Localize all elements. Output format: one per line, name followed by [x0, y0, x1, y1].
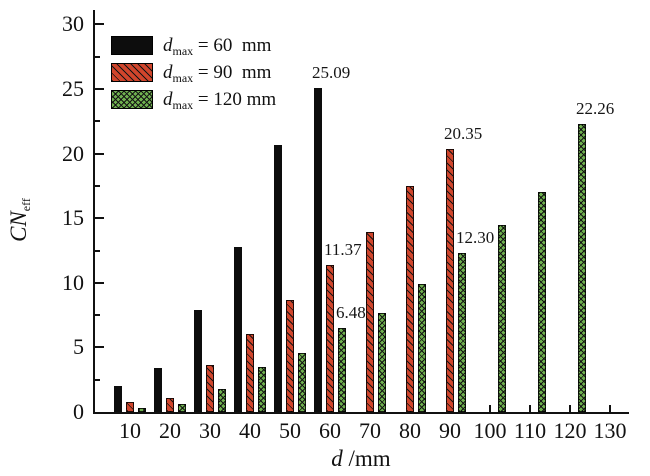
bar-value-label: 20.35 — [444, 124, 483, 143]
bar-series-2-d70 — [366, 232, 374, 412]
y-tick-label: 5 — [73, 334, 84, 360]
y-tick-label: 15 — [62, 205, 84, 231]
x-axis-line — [93, 412, 629, 414]
y-tick-label: 20 — [62, 140, 84, 166]
legend-swatch-2 — [111, 63, 153, 82]
legend-swatch-3 — [111, 90, 153, 109]
x-tick-label: 100 — [473, 418, 507, 443]
x-tick-label: 110 — [513, 418, 547, 443]
y-tick-label: 30 — [62, 11, 84, 37]
legend-row-1: dmax = 60 mm — [111, 35, 272, 58]
bar-series-1-d50 — [274, 145, 282, 412]
x-tick — [529, 405, 531, 412]
y-major-tick — [95, 346, 104, 349]
bar-series-1-d30 — [194, 310, 202, 412]
bar-value-label: 25.09 — [312, 63, 351, 82]
y-axis-line — [93, 10, 95, 414]
bar-series-2-d20 — [166, 398, 174, 412]
bar-series-2-d30 — [206, 365, 214, 412]
bar-series-3-d10 — [138, 408, 146, 412]
y-axis-title: CNeff — [6, 198, 33, 242]
y-minor-tick — [95, 249, 100, 252]
x-tick-label: 10 — [119, 418, 141, 443]
bar-series-3-d100 — [498, 225, 506, 412]
bar-series-2-d80 — [406, 186, 414, 412]
y-tick-label: 10 — [62, 269, 84, 295]
bar-series-3-d60 — [338, 328, 346, 412]
bar-series-3-d120 — [578, 124, 586, 412]
legend-swatch-1 — [111, 36, 153, 55]
bar-series-3-d30 — [218, 389, 226, 412]
x-tick — [569, 405, 571, 412]
bar-series-2-d40 — [246, 334, 254, 412]
y-major-tick — [95, 217, 104, 220]
bar-series-3-d70 — [378, 313, 386, 412]
x-tick-label: 70 — [359, 418, 381, 443]
bar-series-3-d90 — [458, 253, 466, 412]
y-major-tick — [95, 23, 104, 26]
y-tick-label: 25 — [62, 76, 84, 101]
y-major-tick — [95, 152, 104, 155]
x-tick-label: 40 — [239, 418, 261, 443]
x-tick — [489, 405, 491, 412]
x-tick — [609, 405, 611, 412]
bar-series-3-d20 — [178, 404, 186, 412]
y-major-tick — [95, 281, 104, 284]
legend-label-3: dmax = 120 mm — [163, 89, 277, 112]
bar-series-3-d80 — [418, 284, 426, 412]
legend-label-2: dmax = 90 mm — [163, 62, 272, 85]
x-tick-label: 20 — [159, 418, 181, 443]
legend-row-2: dmax = 90 mm — [111, 62, 272, 85]
bar-series-2-d90 — [446, 149, 454, 412]
x-tick-label: 30 — [199, 418, 221, 443]
bar-series-3-d110 — [538, 192, 546, 412]
bar-series-1-d10 — [114, 386, 122, 412]
x-axis-title: d /mm — [331, 446, 391, 471]
x-tick-label: 130 — [593, 418, 627, 443]
bar-series-2-d10 — [126, 402, 134, 412]
y-major-tick — [95, 88, 104, 90]
x-tick-label: 80 — [399, 418, 421, 443]
y-tick-label: 0 — [73, 399, 84, 424]
legend-label-1: dmax = 60 mm — [163, 35, 272, 58]
y-minor-tick — [95, 314, 100, 317]
x-tick-label: 50 — [279, 418, 301, 443]
bar-series-1-d60 — [314, 88, 322, 412]
bar-series-3-d40 — [258, 367, 266, 412]
bar-series-3-d50 — [298, 353, 306, 412]
x-tick-label: 60 — [319, 418, 341, 443]
y-minor-tick — [95, 184, 100, 187]
bar-value-label: 12.30 — [456, 228, 495, 247]
bar-series-2-d60 — [326, 265, 334, 412]
bar-value-label: 11.37 — [324, 240, 362, 259]
y-minor-tick — [95, 55, 100, 58]
y-minor-tick — [95, 378, 100, 381]
x-tick-label: 120 — [553, 418, 587, 443]
legend-row-3: dmax = 120 mm — [111, 89, 277, 112]
bar-value-label: 6.48 — [336, 303, 366, 322]
bar-value-label: 22.26 — [576, 99, 615, 118]
x-tick-label: 90 — [439, 418, 461, 443]
bar-series-1-d40 — [234, 247, 242, 412]
y-minor-tick — [95, 120, 100, 123]
bar-series-2-d50 — [286, 300, 294, 412]
bar-series-1-d20 — [154, 368, 162, 412]
